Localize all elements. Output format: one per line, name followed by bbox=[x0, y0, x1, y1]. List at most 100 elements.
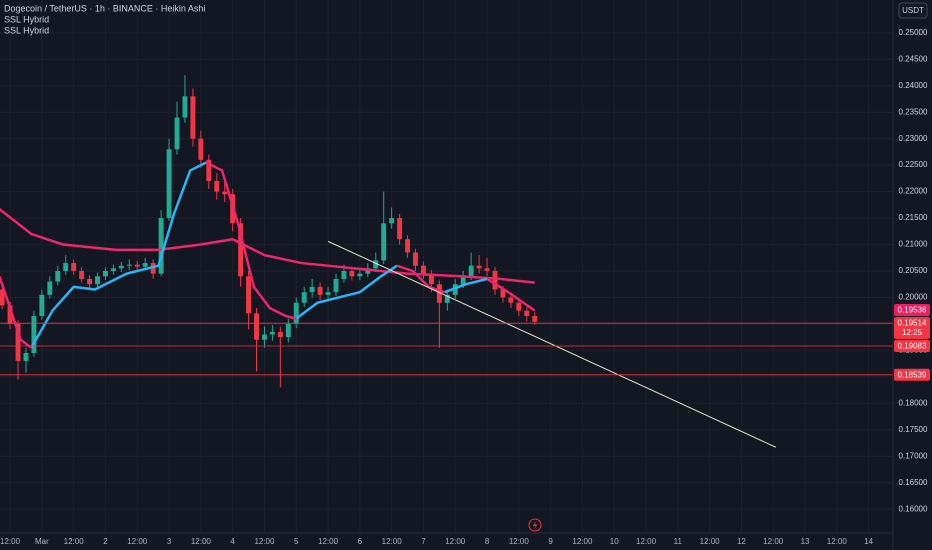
candle-body bbox=[150, 263, 156, 274]
x-tick-label: 10 bbox=[610, 537, 619, 546]
indicator-line bbox=[30, 161, 207, 349]
x-tick-label: 14 bbox=[864, 537, 873, 546]
candle-body bbox=[428, 273, 434, 285]
y-tick-label: 0.22000 bbox=[899, 187, 928, 196]
x-tick-label: 12:00 bbox=[827, 537, 848, 546]
candle-body bbox=[468, 265, 474, 277]
candle-body bbox=[389, 218, 395, 224]
indicator-line bbox=[444, 277, 488, 294]
candle-body bbox=[63, 263, 69, 271]
candle-body bbox=[190, 96, 196, 139]
y-tick-label: 0.16500 bbox=[899, 478, 928, 487]
candle-body bbox=[333, 278, 339, 293]
x-tick-label: 7 bbox=[421, 537, 426, 546]
candle-body bbox=[277, 331, 283, 338]
y-tick-label: 0.23500 bbox=[899, 107, 928, 116]
candle-body bbox=[309, 286, 315, 293]
candle-body bbox=[349, 270, 355, 277]
x-tick-label: 4 bbox=[230, 537, 235, 546]
x-tick-label: 11 bbox=[674, 537, 683, 546]
legend-entry[interactable]: SSL Hybrid bbox=[4, 25, 49, 35]
indicator-line bbox=[205, 161, 297, 320]
candle-body bbox=[436, 284, 442, 303]
candle-body bbox=[182, 96, 188, 118]
candle-body bbox=[532, 315, 538, 322]
indicator-line bbox=[295, 264, 398, 320]
indicator-line bbox=[327, 240, 777, 448]
x-tick-label: 6 bbox=[358, 537, 363, 546]
candle-body bbox=[317, 286, 323, 295]
price-tag-label: 0.19536 bbox=[898, 306, 927, 315]
x-tick-label: 12:00 bbox=[700, 537, 721, 546]
indicator-line bbox=[396, 264, 446, 294]
candle-body bbox=[246, 276, 252, 314]
currency-button[interactable] bbox=[898, 2, 928, 19]
x-tick-label: 12:00 bbox=[191, 537, 212, 546]
x-tick-label: 12:00 bbox=[572, 537, 593, 546]
candle-body bbox=[222, 191, 228, 195]
candle-body bbox=[15, 323, 21, 361]
candle-body bbox=[158, 218, 164, 274]
countdown-label: 12:25 bbox=[902, 328, 923, 337]
candle-body bbox=[484, 268, 490, 271]
candle-body bbox=[261, 334, 267, 340]
candle-body bbox=[460, 276, 466, 285]
candle-body bbox=[301, 292, 307, 303]
y-tick-label: 0.16000 bbox=[899, 504, 928, 513]
currency-label[interactable]: USDT bbox=[902, 6, 924, 15]
x-tick-label: 8 bbox=[485, 537, 490, 546]
legend-entry[interactable]: SSL Hybrid bbox=[4, 14, 49, 24]
y-tick-label: 0.20000 bbox=[899, 293, 928, 302]
lightning-icon[interactable] bbox=[528, 518, 542, 532]
grid bbox=[0, 0, 893, 533]
candle-body bbox=[293, 302, 299, 324]
candle-body bbox=[71, 263, 77, 271]
price-tag bbox=[894, 340, 930, 353]
candle-body bbox=[47, 281, 53, 295]
plot bbox=[0, 75, 893, 448]
indicator-line bbox=[0, 275, 33, 349]
chart-title: Dogecoin / TetherUS · 1h · BINANCE · Hei… bbox=[4, 3, 205, 13]
candle-body bbox=[95, 276, 100, 285]
candle-body bbox=[405, 239, 411, 253]
candle-body bbox=[134, 264, 140, 267]
candle-body bbox=[381, 223, 387, 261]
candle-body bbox=[365, 268, 371, 274]
x-tick-label: Mar bbox=[35, 537, 49, 546]
price-tag bbox=[894, 368, 930, 381]
y-tick-label: 0.22500 bbox=[899, 160, 928, 169]
candle-body bbox=[0, 289, 5, 306]
x-tick-label: 3 bbox=[167, 537, 172, 546]
candle-body bbox=[118, 265, 124, 269]
lightning-icon[interactable] bbox=[533, 521, 538, 530]
y-tick-label: 0.21500 bbox=[899, 213, 928, 222]
x-tick-label: 5 bbox=[294, 537, 299, 546]
x-tick-label: 13 bbox=[801, 537, 810, 546]
y-tick-label: 0.18000 bbox=[899, 398, 928, 407]
candle-body bbox=[492, 270, 498, 290]
x-tick-label: 12:00 bbox=[64, 537, 85, 546]
candle-body bbox=[174, 117, 180, 150]
candle-body bbox=[7, 305, 13, 324]
x-tick-label: 12 bbox=[737, 537, 746, 546]
price-tag bbox=[894, 304, 930, 317]
candle-body bbox=[87, 278, 93, 285]
indicator-line bbox=[486, 277, 536, 312]
candle-body bbox=[102, 270, 108, 277]
x-tick-label: 9 bbox=[548, 537, 553, 546]
price-tag-label: 0.19514 bbox=[898, 319, 927, 328]
y-tick-label: 0.17000 bbox=[899, 451, 928, 460]
x-tick-label: 12:00 bbox=[127, 537, 148, 546]
candle-body bbox=[198, 138, 204, 160]
indicator-line bbox=[0, 208, 535, 284]
candle-body bbox=[55, 270, 61, 282]
y-tick-label: 0.23000 bbox=[899, 134, 928, 143]
candle-body bbox=[31, 315, 37, 354]
candle-body bbox=[39, 294, 45, 316]
y-tick-label: 0.20500 bbox=[899, 266, 928, 275]
candle-body bbox=[254, 313, 259, 340]
x-tick-label: 12:00 bbox=[382, 537, 403, 546]
y-tick-label: 0.25000 bbox=[899, 28, 928, 37]
candle-body bbox=[341, 270, 347, 279]
